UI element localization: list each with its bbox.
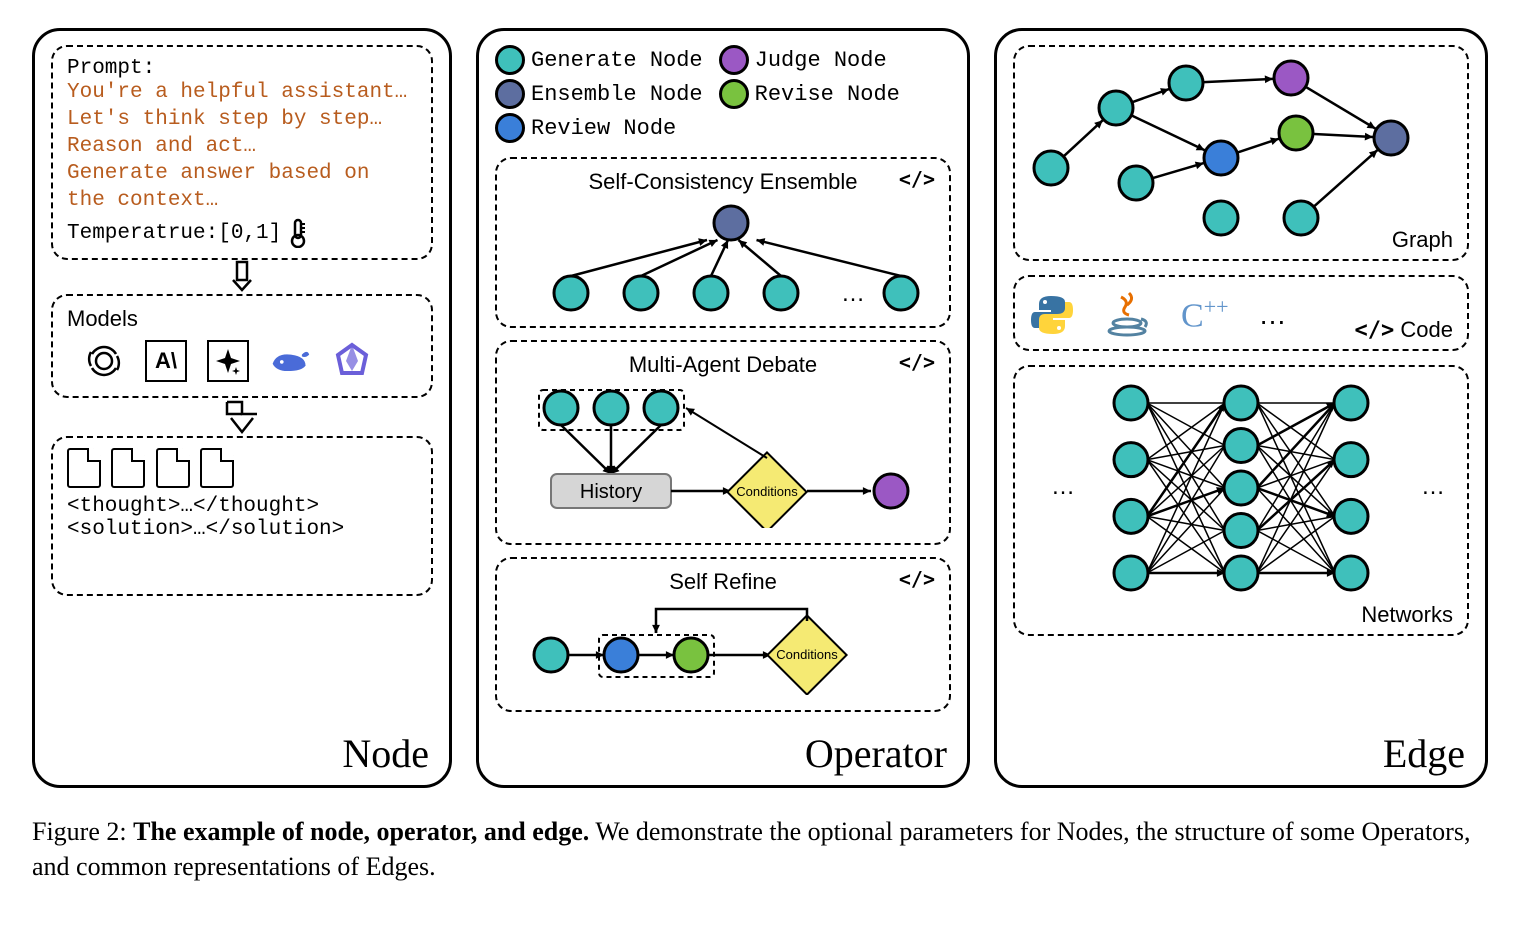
- operator-name: Multi-Agent Debate: [511, 352, 935, 378]
- connector-icon: [51, 398, 433, 436]
- legend-item: Generate Node: [495, 45, 703, 75]
- svg-text:…: …: [841, 280, 865, 307]
- refine-svg: Conditions: [511, 595, 951, 695]
- output-tag: <thought>…</thought>: [67, 495, 417, 518]
- edge-networks-box: …… Networks: [1013, 365, 1469, 636]
- panel-title-operator: Operator: [805, 730, 947, 777]
- legend-item: Revise Node: [719, 79, 900, 109]
- panel-title-node: Node: [342, 730, 429, 777]
- prompt-line: Reason and act…: [67, 134, 417, 161]
- edge-code-box: C++ … </> Code: [1013, 275, 1469, 351]
- file-icon-xml: XML: [67, 448, 101, 489]
- model-icon-openai: [83, 340, 125, 382]
- svg-text:Conditions: Conditions: [776, 647, 838, 662]
- code-icon: </>: [899, 167, 935, 191]
- operator-name: Self-Consistency Ensemble: [511, 169, 935, 195]
- legend-item: Review Node: [495, 113, 676, 143]
- file-icon-json: JSON: [111, 448, 146, 489]
- legend-item: Ensemble Node: [495, 79, 703, 109]
- panels-row: Prompt: You're a helpful assistant… Let'…: [32, 28, 1488, 788]
- debate-svg: History Conditions: [511, 378, 951, 528]
- panel-node: Prompt: You're a helpful assistant… Let'…: [32, 28, 452, 788]
- connector-icon: [51, 260, 433, 294]
- prompt-line: Let's think step by step…: [67, 107, 417, 134]
- svg-text:…: …: [1421, 473, 1445, 500]
- graph-label: Graph: [1392, 227, 1453, 253]
- svg-text:…: …: [1051, 473, 1075, 500]
- output-tag: <solution>…</solution>: [67, 518, 417, 541]
- caption-fig-label: Figure 2:: [32, 817, 127, 846]
- caption-bold: The example of node, operator, and edge.: [133, 817, 589, 846]
- model-icon-whale: [269, 340, 311, 382]
- prompt-lines: You're a helpful assistant… Let's think …: [67, 80, 417, 214]
- networks-svg: ……: [1021, 373, 1461, 623]
- cpp-icon: C++: [1181, 294, 1229, 335]
- file-icon-md: MD: [156, 448, 190, 489]
- operator-debate: Multi-Agent Debate </> History Conditions: [495, 340, 951, 545]
- figure-caption: Figure 2: The example of node, operator,…: [32, 814, 1488, 884]
- model-icon-anthropic: A\: [145, 340, 187, 382]
- selfconsistency-svg: …: [511, 195, 951, 315]
- code-icon: </>: [899, 567, 935, 591]
- code-label: </> Code: [1355, 317, 1453, 343]
- prompt-heading: Prompt:: [67, 57, 417, 80]
- java-icon: [1105, 289, 1151, 341]
- temperature-row: Temperatrue:[0,1]: [67, 218, 417, 248]
- svg-text:History: History: [580, 481, 642, 503]
- graph-svg: [1021, 53, 1461, 248]
- temperature-label: Temperatrue:[0,1]: [67, 222, 281, 245]
- legend-item: Judge Node: [719, 45, 887, 75]
- model-icon-gemini: [207, 340, 249, 382]
- prompt-line: the context…: [67, 188, 417, 215]
- models-box: Models A\: [51, 294, 433, 398]
- edge-graph-box: Graph: [1013, 45, 1469, 261]
- operator-selfconsistency: Self-Consistency Ensemble </> …: [495, 157, 951, 328]
- networks-label: Networks: [1361, 602, 1453, 628]
- code-icon: </>: [899, 350, 935, 374]
- prompt-box: Prompt: You're a helpful assistant… Let'…: [51, 45, 433, 260]
- operator-name: Self Refine: [511, 569, 935, 595]
- file-formats-row: XML JSON MD RAW: [67, 448, 417, 489]
- panel-operator: Generate Node Judge Node Ensemble Node Revi…: [476, 28, 970, 788]
- model-icon-crystal: [331, 340, 373, 382]
- panel-edge: Graph C++ … </> Code …… Networks Edge: [994, 28, 1488, 788]
- model-icons-row: A\: [73, 340, 417, 382]
- file-icon-raw: RAW: [200, 448, 234, 489]
- prompt-line: You're a helpful assistant…: [67, 80, 417, 107]
- panel-title-edge: Edge: [1383, 730, 1465, 777]
- models-heading: Models: [67, 306, 417, 332]
- svg-text:Conditions: Conditions: [736, 484, 798, 499]
- ellipsis: …: [1259, 299, 1287, 331]
- prompt-line: Generate answer based on: [67, 161, 417, 188]
- thermometer-icon: [287, 218, 309, 248]
- operator-legend: Generate Node Judge Node Ensemble Node Revi…: [495, 45, 951, 147]
- operator-refine: Self Refine </> Conditions: [495, 557, 951, 712]
- output-box: XML JSON MD RAW <thought>…</thought> <so…: [51, 436, 433, 596]
- python-icon: [1029, 292, 1075, 338]
